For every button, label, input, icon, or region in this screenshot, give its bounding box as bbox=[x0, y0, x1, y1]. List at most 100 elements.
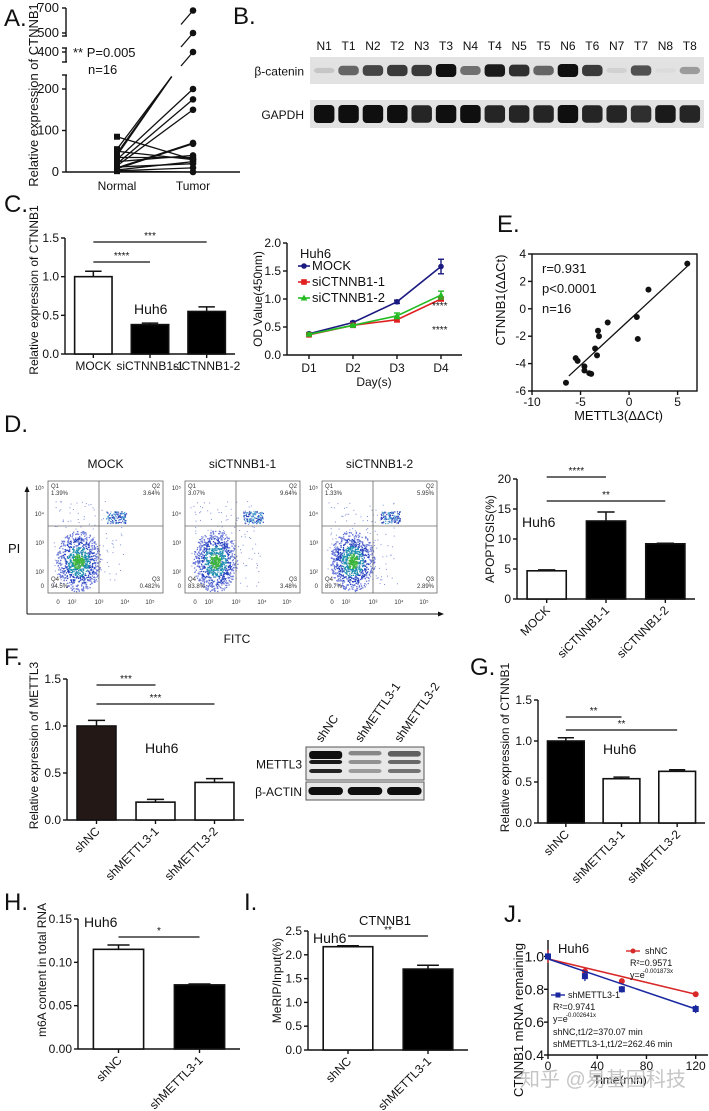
event-dot bbox=[386, 555, 388, 557]
event-dot bbox=[79, 547, 81, 550]
event-dot bbox=[203, 545, 205, 547]
event-dot bbox=[201, 560, 203, 562]
event-dot bbox=[81, 555, 83, 558]
event-dot bbox=[338, 580, 340, 582]
event-dot bbox=[75, 557, 77, 560]
event-dot bbox=[365, 569, 367, 571]
event-dot bbox=[342, 574, 344, 576]
event-dot bbox=[67, 571, 70, 574]
event-dot bbox=[382, 514, 385, 516]
event-dot bbox=[215, 565, 217, 567]
significance-label: **** bbox=[432, 325, 448, 336]
event-dot bbox=[67, 541, 69, 544]
event-dot bbox=[257, 519, 259, 522]
fit-line bbox=[547, 958, 696, 1010]
event-dot bbox=[398, 513, 400, 515]
event-dot bbox=[100, 558, 102, 560]
event-dot bbox=[381, 514, 383, 517]
event-dot bbox=[370, 569, 372, 572]
event-dot bbox=[204, 571, 207, 573]
tumor-point bbox=[189, 140, 197, 148]
event-dot bbox=[348, 538, 350, 541]
event-dot bbox=[345, 572, 347, 575]
event-dot bbox=[338, 566, 340, 568]
event-dot bbox=[80, 539, 83, 541]
event-dot bbox=[203, 578, 205, 580]
event-dot bbox=[358, 555, 360, 557]
event-dot bbox=[196, 553, 199, 555]
event-dot bbox=[216, 586, 218, 588]
event-dot bbox=[80, 526, 82, 528]
x-tick-label: 0 bbox=[56, 600, 60, 606]
event-dot bbox=[353, 556, 355, 558]
event-dot bbox=[79, 541, 81, 543]
event-dot bbox=[260, 514, 262, 517]
event-dot bbox=[210, 531, 212, 534]
event-dot bbox=[361, 552, 364, 554]
event-dot bbox=[396, 583, 398, 585]
event-dot bbox=[92, 555, 95, 557]
event-dot bbox=[367, 556, 369, 558]
event-dot bbox=[373, 561, 376, 564]
legend-label: shMETTL3-1 bbox=[568, 990, 620, 1000]
lane-label: N2 bbox=[365, 39, 381, 53]
blot-band bbox=[348, 769, 382, 773]
event-dot bbox=[59, 556, 61, 558]
event-dot bbox=[59, 575, 61, 577]
event-dot bbox=[58, 557, 60, 559]
event-dot bbox=[84, 544, 87, 546]
event-dot bbox=[383, 516, 385, 518]
event-dot bbox=[77, 547, 80, 549]
event-dot bbox=[110, 521, 112, 523]
event-dot bbox=[237, 563, 239, 565]
event-dot bbox=[70, 539, 72, 541]
event-dot bbox=[394, 520, 396, 522]
event-dot bbox=[64, 574, 66, 576]
event-dot bbox=[70, 553, 72, 555]
event-dot bbox=[68, 568, 70, 570]
significance-label: *** bbox=[120, 674, 132, 685]
event-dot bbox=[109, 573, 111, 575]
event-dot bbox=[335, 560, 337, 562]
event-dot bbox=[90, 539, 92, 541]
event-dot bbox=[340, 557, 343, 559]
event-dot bbox=[207, 573, 210, 576]
event-dot bbox=[345, 555, 347, 557]
event-dot bbox=[81, 538, 83, 540]
event-dot bbox=[89, 556, 91, 558]
event-dot bbox=[197, 541, 200, 544]
event-dot bbox=[86, 563, 88, 565]
event-dot bbox=[221, 581, 224, 584]
event-dot bbox=[200, 547, 202, 549]
event-dot bbox=[209, 540, 211, 542]
event-dot bbox=[221, 583, 223, 585]
event-dot bbox=[333, 567, 336, 569]
event-dot bbox=[108, 519, 111, 521]
pair-line bbox=[116, 109, 194, 167]
event-dot bbox=[227, 550, 229, 553]
event-dot bbox=[356, 558, 359, 561]
cell-line-label: Huh6 bbox=[603, 741, 637, 757]
event-dot bbox=[67, 565, 70, 567]
event-dot bbox=[224, 537, 227, 540]
event-dot bbox=[207, 576, 209, 578]
panel-label: I. bbox=[244, 889, 257, 916]
event-dot bbox=[371, 509, 373, 511]
event-dot bbox=[347, 575, 350, 577]
x-tick-label: MOCK bbox=[517, 603, 552, 638]
event-dot bbox=[119, 516, 121, 519]
event-dot bbox=[214, 554, 216, 556]
event-dot bbox=[195, 557, 197, 559]
event-dot bbox=[206, 551, 208, 554]
event-dot bbox=[219, 569, 221, 571]
event-dot bbox=[368, 580, 370, 582]
event-dot bbox=[205, 550, 208, 552]
event-dot bbox=[88, 504, 90, 506]
event-dot bbox=[212, 564, 215, 566]
event-dot bbox=[228, 576, 231, 579]
event-dot bbox=[358, 565, 361, 568]
event-dot bbox=[69, 562, 71, 564]
event-dot bbox=[206, 559, 209, 562]
event-dot bbox=[358, 535, 361, 537]
event-dot bbox=[196, 555, 198, 558]
